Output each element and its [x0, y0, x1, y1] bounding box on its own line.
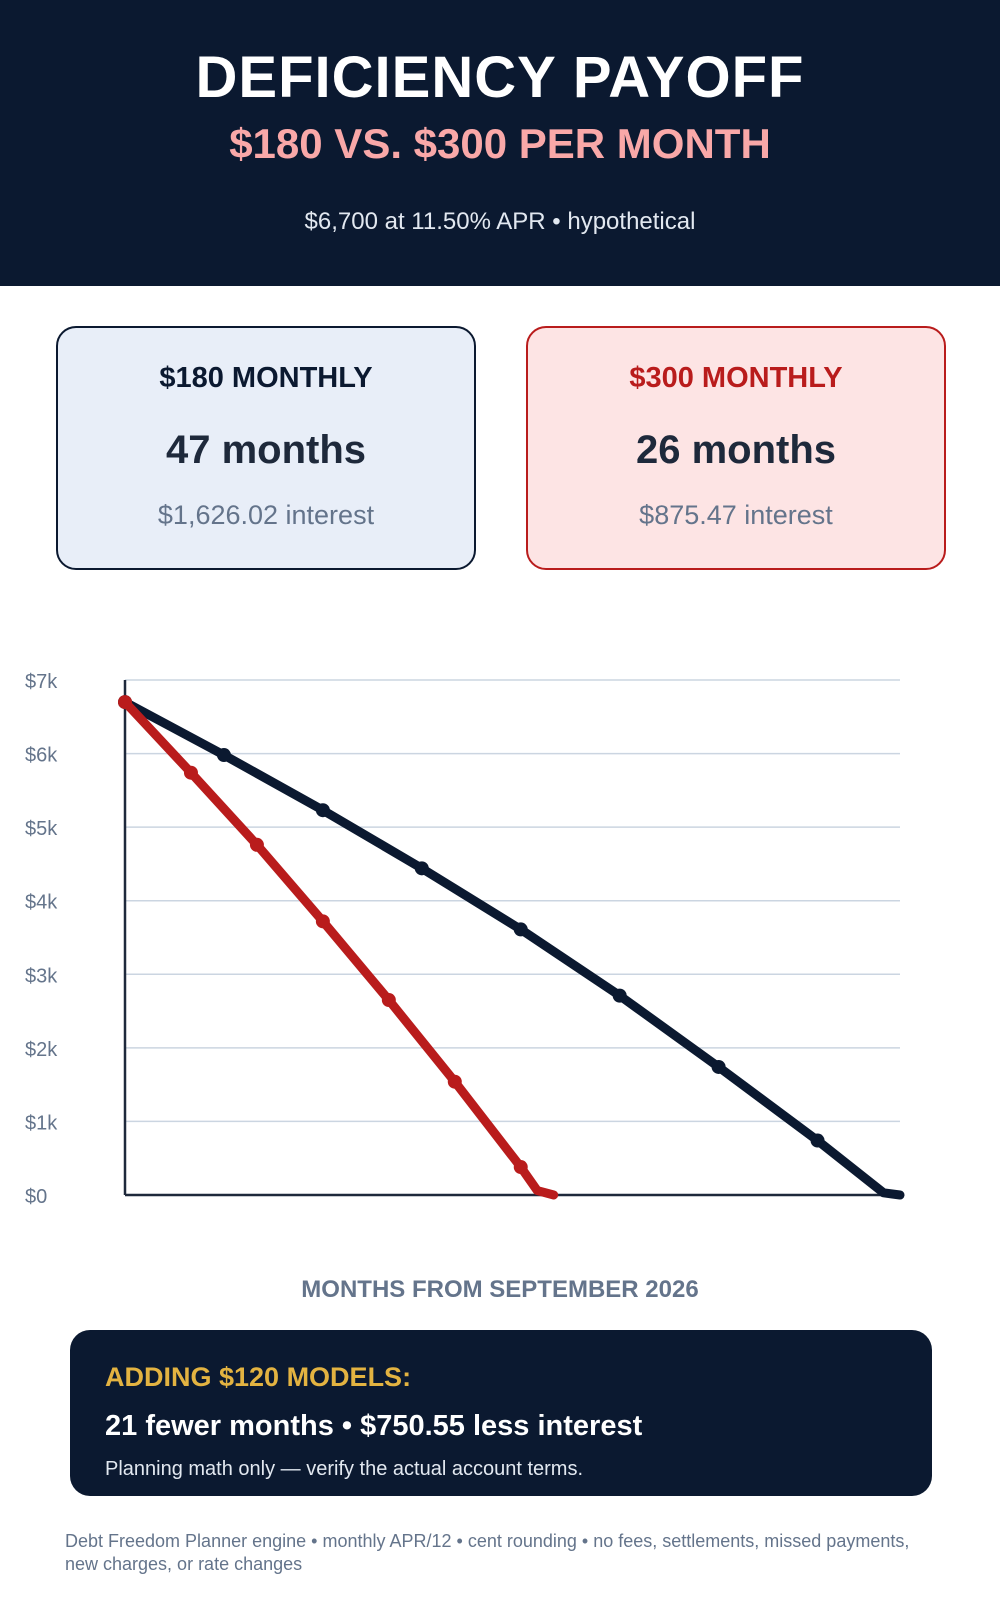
card-months: 26 months — [635, 428, 837, 472]
card-label: $180 MONTHLY — [159, 362, 373, 394]
callout-heading: ADDING $120 MODELS: — [105, 1362, 412, 1392]
y-tick-label: $0 — [25, 1186, 47, 1208]
savings-callout: ADDING $120 MODELS: 21 fewer months • $7… — [70, 1330, 932, 1496]
series-line-0 — [120, 697, 905, 1200]
series-point-0 — [513, 922, 528, 937]
callout-main: 21 fewer months • $750.55 less interest — [105, 1410, 643, 1442]
series-point-1 — [249, 837, 264, 852]
page-subtitle: $180 VS. $300 PER MONTH — [229, 120, 771, 167]
series-point-0 — [810, 1133, 825, 1148]
series-point-1 — [183, 765, 198, 780]
card-interest: $875.47 interest — [639, 500, 833, 530]
series-point-1 — [381, 993, 396, 1008]
card-label: $300 MONTHLY — [629, 362, 843, 394]
card-300-monthly: $300 MONTHLY 26 months $875.47 interest — [526, 326, 946, 570]
y-tick-label: $6k — [25, 745, 58, 767]
series-point-0 — [711, 1059, 726, 1074]
series-point-1 — [118, 695, 132, 710]
series-point-0 — [216, 748, 231, 763]
series-point-0 — [612, 988, 627, 1003]
y-tick-label: $1k — [25, 1112, 58, 1134]
y-tick-label: $4k — [25, 892, 58, 914]
x-axis-title: MONTHS FROM SEPTEMBER 2026 — [301, 1276, 699, 1303]
y-tick-label: $3k — [25, 965, 58, 987]
footnote: Debt Freedom Planner engine • monthly AP… — [65, 1531, 910, 1574]
card-180-monthly: $180 MONTHLY 47 months $1,626.02 interes… — [56, 326, 476, 570]
y-tick-label: $5k — [25, 818, 58, 840]
series-point-1 — [513, 1160, 528, 1175]
card-months: 47 months — [165, 428, 367, 472]
payoff-chart: $0$1k$2k$3k$4k$5k$6k$7k06121824303642 — [25, 671, 905, 1208]
y-tick-label: $2k — [25, 1039, 58, 1061]
page-title: DEFICIENCY PAYOFF — [195, 45, 805, 110]
series-point-1 — [447, 1074, 462, 1089]
header: DEFICIENCY PAYOFF $180 VS. $300 PER MONT… — [0, 0, 1000, 286]
card-interest: $1,626.02 interest — [157, 500, 375, 530]
series-point-0 — [414, 861, 429, 876]
loan-summary: $6,700 at 11.50% APR • hypothetical — [304, 208, 696, 235]
callout-note: Planning math only — verify the actual a… — [105, 1458, 584, 1480]
y-tick-label: $7k — [25, 671, 58, 693]
series-point-1 — [315, 914, 330, 929]
series-point-0 — [315, 803, 330, 818]
